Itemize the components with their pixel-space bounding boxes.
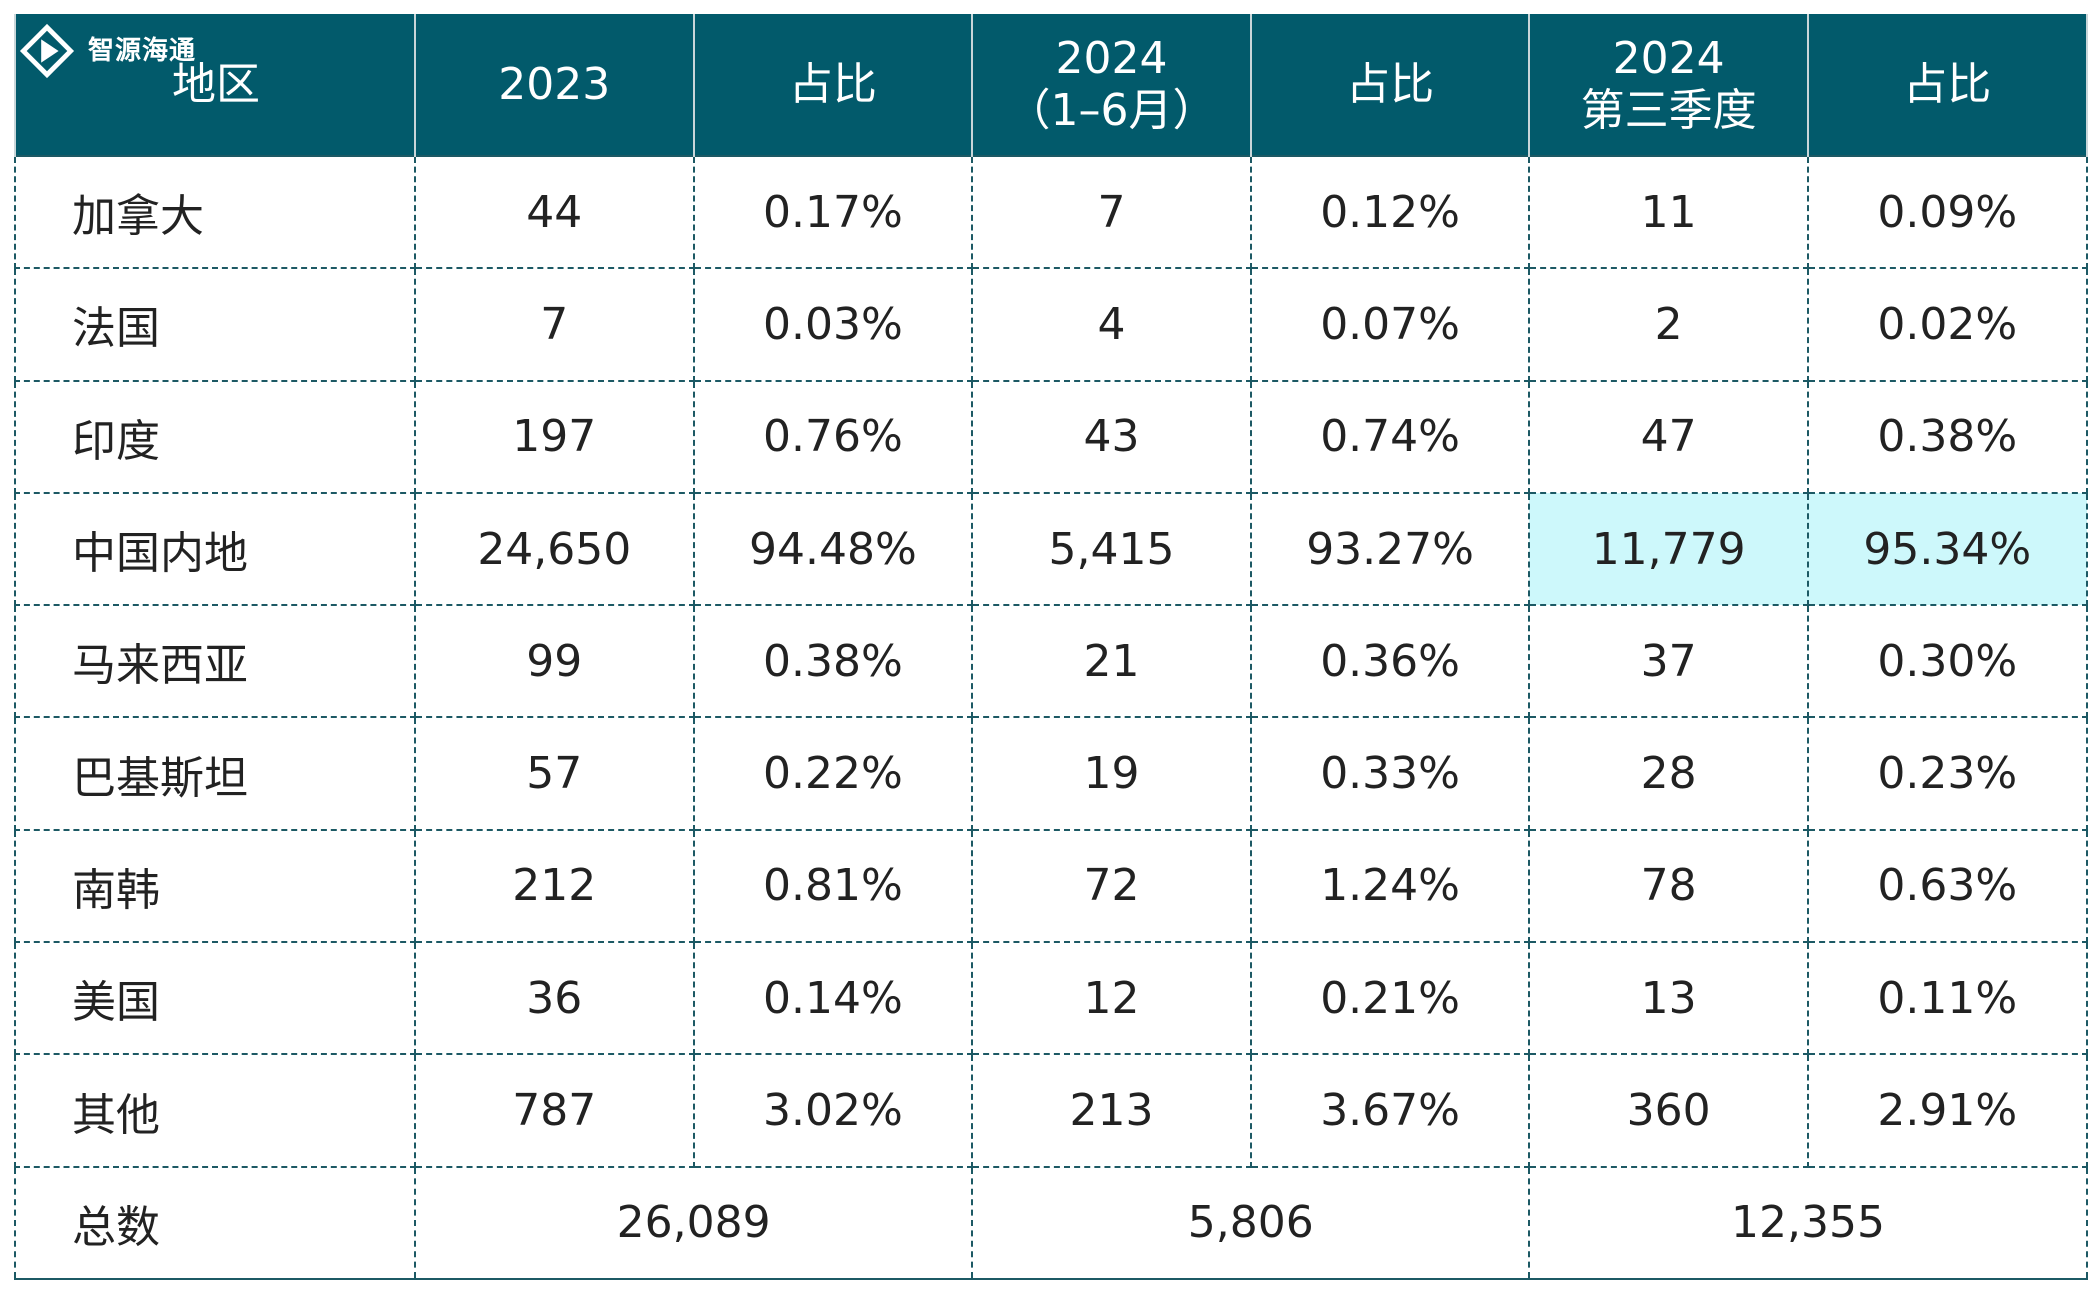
region-cell: 南韩 [14,828,416,944]
share-2023-cell: 0.14% [692,941,974,1056]
value-2023-cell: 99 [414,604,695,719]
value-2024-q3-cell: 37 [1528,604,1809,719]
share-2024-q3-cell: 0.02% [1806,267,2088,382]
total-label-cell: 总数 [14,1165,416,1281]
share-2024-h1-cell: 0.12% [1249,154,1531,270]
share-2024-q3-cell: 0.38% [1806,379,2088,494]
table-row: 中国内地 24,650 94.48% 5,415 93.27% 11,779 9… [14,491,2088,607]
value-2023-cell: 36 [414,941,695,1056]
table-row: 美国 36 0.14% 12 0.21% 13 0.11% [14,941,2088,1056]
share-2024-h1-cell: 93.27% [1249,491,1531,607]
header-share-2024-h1: 占比 [1249,14,1531,156]
share-2024-h1-cell: 0.74% [1249,379,1531,494]
share-2023-cell: 0.38% [692,604,974,719]
table-row: 加拿大 44 0.17% 7 0.12% 11 0.09% [14,154,2088,270]
share-2023-cell: 3.02% [692,1053,974,1168]
header-2024-h1: 2024 （1–6月） [971,14,1252,156]
value-2024-q3-cell: 28 [1528,716,1809,831]
value-2023-cell: 197 [414,379,695,494]
share-2024-q3-cell: 0.30% [1806,604,2088,719]
table-row: 印度 197 0.76% 43 0.74% 47 0.38% [14,379,2088,494]
region-cell: 马来西亚 [14,604,416,719]
value-2023-cell: 44 [414,154,695,270]
region-cell: 美国 [14,941,416,1056]
value-2024-q3-cell: 13 [1528,941,1809,1056]
value-2024-h1-cell: 213 [971,1053,1252,1168]
value-2024-h1-cell: 72 [971,828,1252,944]
header-region-label: 地区 [172,58,260,110]
value-2024-h1-cell: 43 [971,379,1252,494]
share-2024-q3-cell: 0.63% [1806,828,2088,944]
share-2024-q3-cell: 2.91% [1806,1053,2088,1168]
value-2024-q3-cell: 47 [1528,379,1809,494]
value-2024-h1-cell: 19 [971,716,1252,831]
header-share-2024-q3: 占比 [1806,14,2088,156]
value-2024-q3-cell: 11 [1528,154,1809,270]
region-cell: 中国内地 [14,491,416,607]
share-2024-h1-cell: 0.33% [1249,716,1531,831]
value-2023-cell: 212 [414,828,695,944]
header-region: 智源海通 地区 [14,14,416,156]
header-share-2023: 占比 [692,14,974,156]
share-2024-q3-cell: 0.23% [1806,716,2088,831]
header-2024-q3: 2024 第三季度 [1528,14,1809,156]
data-table-container: 智源海通 地区 2023 占比 2024 （1–6月） 占比 2024 第三季度… [14,14,2088,1281]
share-2023-cell: 0.17% [692,154,974,270]
brand-logo: 智源海通 [18,22,196,80]
value-2023-cell: 7 [414,267,695,382]
share-2024-h1-cell: 0.07% [1249,267,1531,382]
value-2024-q3-cell: 2 [1528,267,1809,382]
share-2024-h1-cell: 1.24% [1249,828,1531,944]
region-cell: 加拿大 [14,154,416,270]
value-2023-cell: 57 [414,716,695,831]
share-2023-cell: 0.76% [692,379,974,494]
table-row: 南韩 212 0.81% 72 1.24% 78 0.63% [14,828,2088,944]
share-2024-h1-cell: 0.36% [1249,604,1531,719]
share-2023-cell: 0.81% [692,828,974,944]
value-2024-q3-cell: 360 [1528,1053,1809,1168]
table-header-row: 智源海通 地区 2023 占比 2024 （1–6月） 占比 2024 第三季度… [14,14,2088,156]
share-2024-q3-cell: 0.09% [1806,154,2088,270]
total-2024-q3-cell: 12,355 [1528,1165,2088,1281]
value-2024-q3-cell-highlighted: 11,779 [1528,491,1809,607]
value-2024-q3-cell: 78 [1528,828,1809,944]
share-2024-q3-cell: 0.11% [1806,941,2088,1056]
region-cell: 其他 [14,1053,416,1168]
total-2024-h1-cell: 5,806 [971,1165,1531,1281]
value-2024-h1-cell: 21 [971,604,1252,719]
table-row: 马来西亚 99 0.38% 21 0.36% 37 0.30% [14,604,2088,719]
table-row: 巴基斯坦 57 0.22% 19 0.33% 28 0.23% [14,716,2088,831]
value-2024-h1-cell: 4 [971,267,1252,382]
table-row: 法国 7 0.03% 4 0.07% 2 0.02% [14,267,2088,382]
region-cell: 巴基斯坦 [14,716,416,831]
share-2023-cell: 0.22% [692,716,974,831]
share-2023-cell: 94.48% [692,491,974,607]
total-row: 总数 26,089 5,806 12,355 [14,1165,2088,1281]
value-2024-h1-cell: 12 [971,941,1252,1056]
value-2023-cell: 24,650 [414,491,695,607]
share-2024-h1-cell: 0.21% [1249,941,1531,1056]
table-row: 其他 787 3.02% 213 3.67% 360 2.91% [14,1053,2088,1168]
value-2024-h1-cell: 5,415 [971,491,1252,607]
value-2023-cell: 787 [414,1053,695,1168]
diamond-play-logo-icon [19,23,75,79]
total-2023-cell: 26,089 [413,1165,974,1281]
value-2024-h1-cell: 7 [971,154,1252,270]
region-cell: 印度 [14,379,416,494]
brand-logo-text: 智源海通 [88,35,197,66]
header-2023: 2023 [414,14,695,156]
share-2024-q3-cell-highlighted: 95.34% [1806,491,2088,607]
share-2023-cell: 0.03% [692,267,974,382]
region-cell: 法国 [14,267,416,382]
applications-by-region-table: 智源海通 地区 2023 占比 2024 （1–6月） 占比 2024 第三季度… [14,14,2088,1281]
share-2024-h1-cell: 3.67% [1249,1053,1531,1168]
